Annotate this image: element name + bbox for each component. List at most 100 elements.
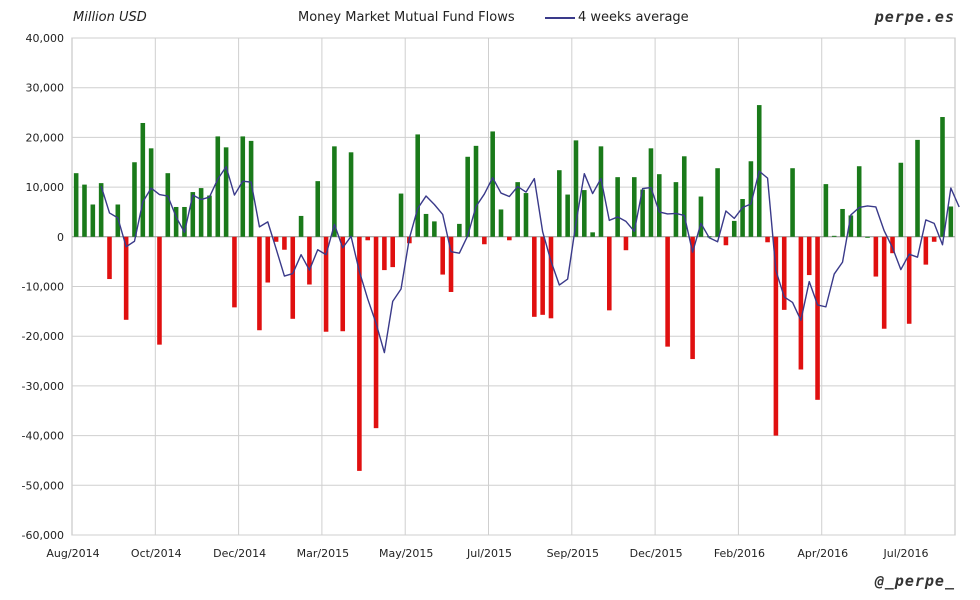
bar-week-6 (123, 236, 129, 320)
bar-week-56 (540, 236, 545, 315)
bar-week-43 (432, 221, 437, 237)
y-tick-label: -60,000 (22, 529, 64, 542)
bar-week-103 (931, 236, 937, 242)
bar-week-55 (532, 236, 537, 317)
bar-week-44 (440, 236, 445, 275)
legend-label: 4 weeks average (578, 10, 689, 25)
bar-week-32 (340, 236, 346, 332)
bar-week-9 (148, 148, 154, 237)
bar-week-24 (273, 236, 279, 242)
bar-week-92 (840, 208, 845, 237)
bar-week-91 (831, 235, 837, 237)
bar-week-17 (215, 136, 221, 237)
y-tick-label: -50,000 (22, 479, 64, 492)
bar-week-23 (265, 236, 271, 283)
bar-week-75 (698, 196, 704, 237)
bar-week-88 (806, 236, 812, 276)
bar-week-58 (557, 170, 562, 237)
bar-week-98 (890, 236, 895, 254)
bar-week-20 (240, 136, 246, 237)
bar-week-87 (798, 236, 804, 370)
bar-week-90 (823, 184, 829, 237)
bar-week-34 (357, 236, 362, 471)
bar-week-85 (781, 236, 787, 310)
bar-week-14 (190, 192, 196, 237)
y-tick-label: -40,000 (22, 430, 64, 443)
bar-week-33 (348, 152, 354, 237)
bar-week-39 (398, 193, 404, 237)
y-tick-label: -10,000 (22, 281, 64, 294)
brand-watermark: perpe.es (874, 8, 955, 26)
bar-week-48 (473, 145, 479, 237)
bar-week-45 (448, 236, 454, 292)
y-tick-label: -20,000 (22, 330, 64, 343)
bar-week-62 (590, 232, 595, 237)
bar-week-72 (673, 182, 679, 237)
y-tick-label: 10,000 (26, 181, 65, 194)
bar-week-89 (815, 236, 820, 400)
bar-week-37 (382, 236, 387, 271)
bar-week-78 (723, 236, 729, 246)
bar-week-4 (107, 236, 112, 280)
y-axis-unit-label: Million USD (73, 10, 147, 25)
author-handle: @_perpe_ (874, 572, 955, 590)
bar-week-60 (573, 140, 579, 237)
bar-week-50 (490, 131, 495, 237)
x-tick-label: Mar/2015 (297, 547, 349, 560)
bar-week-71 (665, 236, 670, 347)
y-tick-label: 30,000 (26, 82, 65, 95)
bar-week-46 (457, 223, 462, 237)
bar-week-47 (465, 156, 470, 237)
bar-week-10 (157, 236, 162, 345)
bar-week-93 (848, 215, 854, 237)
y-tick-label: 0 (57, 231, 64, 244)
bar-week-70 (656, 174, 662, 237)
bar-week-63 (598, 146, 604, 237)
bar-week-38 (390, 236, 395, 268)
x-tick-label: Sep/2015 (547, 547, 599, 560)
bar-week-97 (881, 236, 887, 329)
bar-week-36 (373, 236, 379, 429)
bar-week-67 (632, 177, 637, 237)
bar-week-94 (856, 166, 862, 237)
bar-week-15 (198, 188, 204, 237)
bar-week-79 (731, 220, 737, 237)
bar-week-18 (223, 147, 229, 237)
x-tick-label: Aug/2014 (46, 547, 99, 560)
bar-week-11 (165, 173, 171, 237)
bar-week-35 (365, 236, 371, 241)
x-tick-label: Oct/2014 (131, 547, 182, 560)
bar-week-68 (640, 189, 645, 237)
y-tick-label: -30,000 (22, 380, 64, 393)
chart-title: Money Market Mutual Fund Flows (298, 10, 515, 25)
x-tick-label: Jul/2016 (883, 547, 929, 560)
line-4-week-average (100, 166, 960, 354)
bar-week-53 (515, 182, 520, 237)
bar-week-8 (140, 122, 146, 237)
x-tick-label: Dec/2014 (213, 547, 266, 560)
bar-week-65 (615, 177, 620, 237)
bar-week-95 (865, 236, 870, 238)
bar-week-28 (307, 236, 312, 285)
bar-week-102 (923, 236, 929, 265)
bar-week-81 (748, 161, 754, 237)
bar-week-52 (507, 236, 512, 241)
bar-week-51 (498, 209, 504, 237)
bar-week-66 (623, 236, 629, 251)
bar-week-73 (681, 156, 687, 237)
bar-week-54 (523, 193, 529, 237)
bar-week-101 (915, 139, 920, 237)
bar-week-100 (906, 236, 912, 324)
bar-week-86 (790, 168, 795, 237)
bar-week-96 (873, 236, 879, 277)
bar-week-57 (548, 236, 554, 319)
bar-week-7 (132, 162, 137, 237)
bar-week-105 (948, 206, 954, 237)
bar-week-99 (898, 162, 904, 237)
bar-week-16 (207, 195, 212, 237)
bar-week-59 (565, 194, 570, 237)
bar-week-80 (740, 199, 745, 237)
bar-week-27 (298, 215, 304, 237)
bar-week-22 (257, 236, 262, 331)
bar-week-61 (582, 190, 587, 237)
